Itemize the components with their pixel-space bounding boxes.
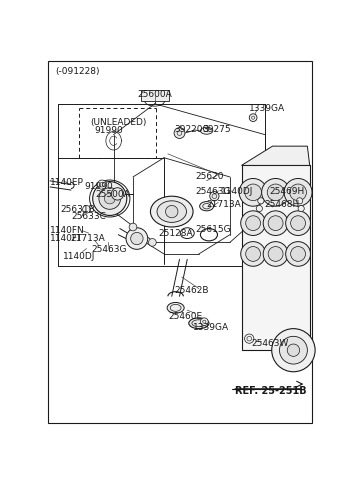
Text: 39220G: 39220G xyxy=(174,125,210,134)
Circle shape xyxy=(99,188,121,209)
Circle shape xyxy=(93,181,127,216)
Circle shape xyxy=(245,184,261,201)
Ellipse shape xyxy=(200,127,213,134)
Text: 91990: 91990 xyxy=(94,126,123,135)
Circle shape xyxy=(256,205,263,212)
Ellipse shape xyxy=(151,196,193,227)
Circle shape xyxy=(291,247,305,261)
Text: 1339GA: 1339GA xyxy=(193,323,229,332)
Circle shape xyxy=(263,241,288,266)
Text: 1140DJ: 1140DJ xyxy=(220,187,253,196)
Text: 25633C: 25633C xyxy=(72,212,107,221)
Circle shape xyxy=(258,198,264,204)
Text: REF. 25-251B: REF. 25-251B xyxy=(234,385,306,396)
Circle shape xyxy=(241,211,265,236)
Circle shape xyxy=(290,184,306,201)
Circle shape xyxy=(268,216,283,230)
Text: 1140FN: 1140FN xyxy=(50,226,85,235)
Circle shape xyxy=(82,205,90,213)
Circle shape xyxy=(297,198,303,204)
Circle shape xyxy=(174,128,185,138)
Circle shape xyxy=(241,241,265,266)
Text: 25600A: 25600A xyxy=(137,90,172,99)
Circle shape xyxy=(286,211,311,236)
Circle shape xyxy=(287,344,300,356)
Text: 25615G: 25615G xyxy=(196,226,231,234)
Text: 25620: 25620 xyxy=(196,172,224,181)
Circle shape xyxy=(245,334,254,343)
Circle shape xyxy=(272,329,315,372)
Ellipse shape xyxy=(167,302,184,313)
Text: 25463G: 25463G xyxy=(91,245,127,254)
Text: 21713A: 21713A xyxy=(70,234,105,243)
Text: 25468H: 25468H xyxy=(264,200,299,209)
Polygon shape xyxy=(241,146,310,166)
Bar xyxy=(241,166,310,350)
Ellipse shape xyxy=(200,202,214,211)
Ellipse shape xyxy=(157,201,186,222)
Text: 1140EP: 1140EP xyxy=(50,178,84,187)
Text: 25128A: 25128A xyxy=(159,228,193,238)
Circle shape xyxy=(97,180,107,189)
Circle shape xyxy=(131,232,143,245)
Circle shape xyxy=(129,223,137,231)
Circle shape xyxy=(148,239,156,246)
Text: 1339GA: 1339GA xyxy=(249,104,285,113)
Text: 1140FT: 1140FT xyxy=(50,234,83,243)
Text: 39275: 39275 xyxy=(203,125,231,134)
Circle shape xyxy=(126,228,148,249)
Circle shape xyxy=(104,193,115,204)
Bar xyxy=(141,90,168,101)
Circle shape xyxy=(166,205,178,218)
Circle shape xyxy=(284,179,312,206)
Circle shape xyxy=(267,184,284,201)
Text: 25500A: 25500A xyxy=(96,190,131,199)
Text: (UNLEADED): (UNLEADED) xyxy=(90,119,147,127)
Text: 91990: 91990 xyxy=(84,182,113,192)
Circle shape xyxy=(279,336,307,364)
Circle shape xyxy=(200,318,208,325)
Circle shape xyxy=(239,179,267,206)
Circle shape xyxy=(210,192,219,201)
Text: 25463G: 25463G xyxy=(196,187,231,196)
Circle shape xyxy=(246,216,260,230)
Circle shape xyxy=(263,211,288,236)
Circle shape xyxy=(286,241,311,266)
Text: 25631B: 25631B xyxy=(60,204,95,214)
Circle shape xyxy=(249,114,257,121)
Text: 25469H: 25469H xyxy=(270,187,305,196)
Text: (-091228): (-091228) xyxy=(55,67,100,76)
Circle shape xyxy=(268,247,283,261)
Text: 25462B: 25462B xyxy=(174,286,208,295)
Circle shape xyxy=(111,188,124,200)
Circle shape xyxy=(298,205,304,212)
Text: 25463W: 25463W xyxy=(252,339,289,348)
Text: 25460E: 25460E xyxy=(168,312,203,321)
Circle shape xyxy=(291,216,305,230)
Text: 21713A: 21713A xyxy=(207,200,241,209)
Circle shape xyxy=(246,247,260,261)
Circle shape xyxy=(261,179,290,206)
Ellipse shape xyxy=(189,318,209,329)
Text: 1140DJ: 1140DJ xyxy=(62,252,95,261)
